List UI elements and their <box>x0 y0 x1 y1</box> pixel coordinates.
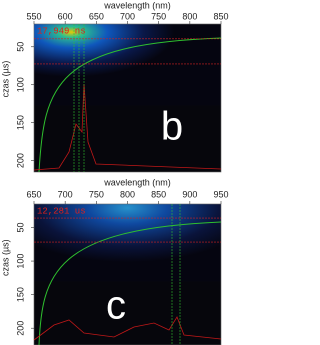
y-tick-label: 200 <box>15 153 25 168</box>
y-tick-label: 150 <box>15 287 25 302</box>
x-tick-label: 600 <box>58 11 73 21</box>
x-axis-label: wavelength (nm) <box>103 0 171 10</box>
x-tick-label: 950 <box>213 189 228 199</box>
x-tick-label: 850 <box>151 189 166 199</box>
y-tick-label: 50 <box>15 222 25 232</box>
x-tick-label: 900 <box>182 189 197 199</box>
x-tick-label: 650 <box>26 189 41 199</box>
x-tick-label: 700 <box>58 189 73 199</box>
annotation: 12,281 us <box>37 206 86 216</box>
y-axis-label: czas (µs) <box>0 239 10 276</box>
y-tick-label: 150 <box>15 115 25 130</box>
decay-curve <box>38 37 222 173</box>
panel-label: b <box>161 105 183 149</box>
x-tick-label: 800 <box>182 11 197 21</box>
x-tick-label: 850 <box>213 11 228 21</box>
x-tick-label: 550 <box>26 11 41 21</box>
spectrum-curve <box>33 83 222 171</box>
x-tick-label: 700 <box>120 11 135 21</box>
decay-curve <box>38 221 222 345</box>
page: {"chart_data": [ {"type": "heatmap", "x_… <box>0 0 229 345</box>
x-tick-label: 750 <box>151 11 166 21</box>
y-tick-label: 100 <box>15 254 25 269</box>
annotation: 17,949 ns <box>37 26 86 36</box>
y-axis-label: czas (µs) <box>0 61 10 98</box>
y-tick-label: 50 <box>15 42 25 52</box>
x-tick-label: 800 <box>120 189 135 199</box>
spectrum-curve <box>33 316 222 341</box>
image-intensity <box>34 24 221 106</box>
figure: wavelength (nm) 550 600 650 700 750 800 850 50 10… <box>0 0 229 345</box>
x-tick-label: 750 <box>89 189 104 199</box>
y-tick-label: 200 <box>15 321 25 336</box>
image-intensity <box>34 204 221 282</box>
x-axis-label: wavelength (nm) <box>103 177 171 187</box>
y-tick-label: 100 <box>15 77 25 92</box>
x-tick-label: 650 <box>89 11 104 21</box>
panel-label: c <box>106 284 126 328</box>
